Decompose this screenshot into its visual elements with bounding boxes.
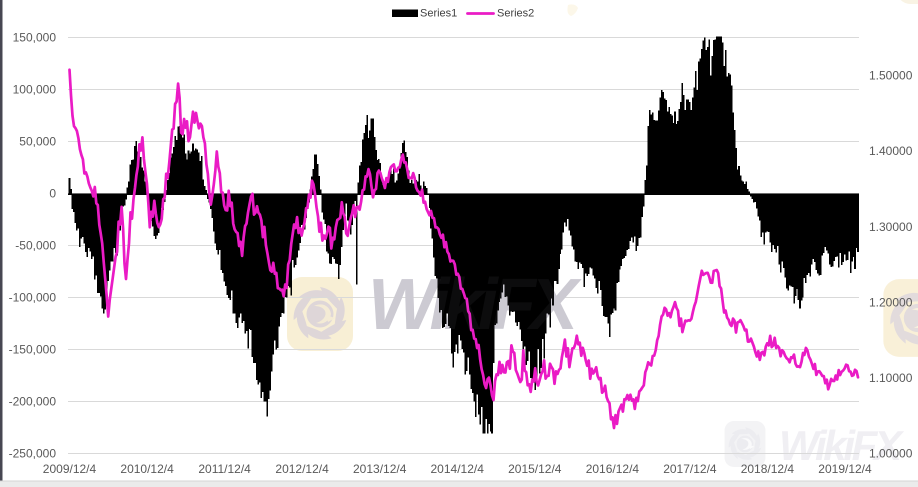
svg-text:-200,000: -200,000 [9, 395, 57, 409]
svg-text:2014/12/4: 2014/12/4 [431, 462, 485, 476]
svg-text:1.40000: 1.40000 [869, 144, 913, 158]
svg-text:2010/12/4: 2010/12/4 [120, 462, 174, 476]
svg-text:2015/12/4: 2015/12/4 [508, 462, 562, 476]
svg-text:1.30000: 1.30000 [869, 220, 913, 234]
svg-text:-250,000: -250,000 [9, 447, 57, 461]
svg-text:WikiFX: WikiFX [779, 422, 905, 469]
svg-text:2019/12/4: 2019/12/4 [818, 462, 872, 476]
svg-text:150,000: 150,000 [13, 31, 57, 45]
svg-text:2018/12/4: 2018/12/4 [741, 462, 795, 476]
svg-text:-50,000: -50,000 [15, 239, 56, 253]
svg-text:-150,000: -150,000 [9, 343, 57, 357]
svg-text:1.50000: 1.50000 [869, 69, 913, 83]
svg-text:2012/12/4: 2012/12/4 [275, 462, 329, 476]
svg-text:1.20000: 1.20000 [869, 295, 913, 309]
svg-text:Series2: Series2 [497, 8, 534, 20]
svg-text:100,000: 100,000 [13, 83, 57, 97]
svg-text:50,000: 50,000 [19, 135, 56, 149]
svg-text:WikiFX: WikiFX [368, 265, 582, 345]
svg-text:2016/12/4: 2016/12/4 [586, 462, 640, 476]
svg-text:1.10000: 1.10000 [869, 371, 913, 385]
svg-text:-100,000: -100,000 [9, 291, 57, 305]
svg-text:2009/12/4: 2009/12/4 [43, 462, 97, 476]
svg-text:1.00000: 1.00000 [869, 447, 913, 461]
svg-text:2013/12/4: 2013/12/4 [353, 462, 407, 476]
svg-text:2017/12/4: 2017/12/4 [663, 462, 717, 476]
svg-text:2011/12/4: 2011/12/4 [198, 462, 251, 476]
svg-text:0: 0 [49, 187, 56, 201]
svg-text:Series1: Series1 [420, 8, 457, 20]
